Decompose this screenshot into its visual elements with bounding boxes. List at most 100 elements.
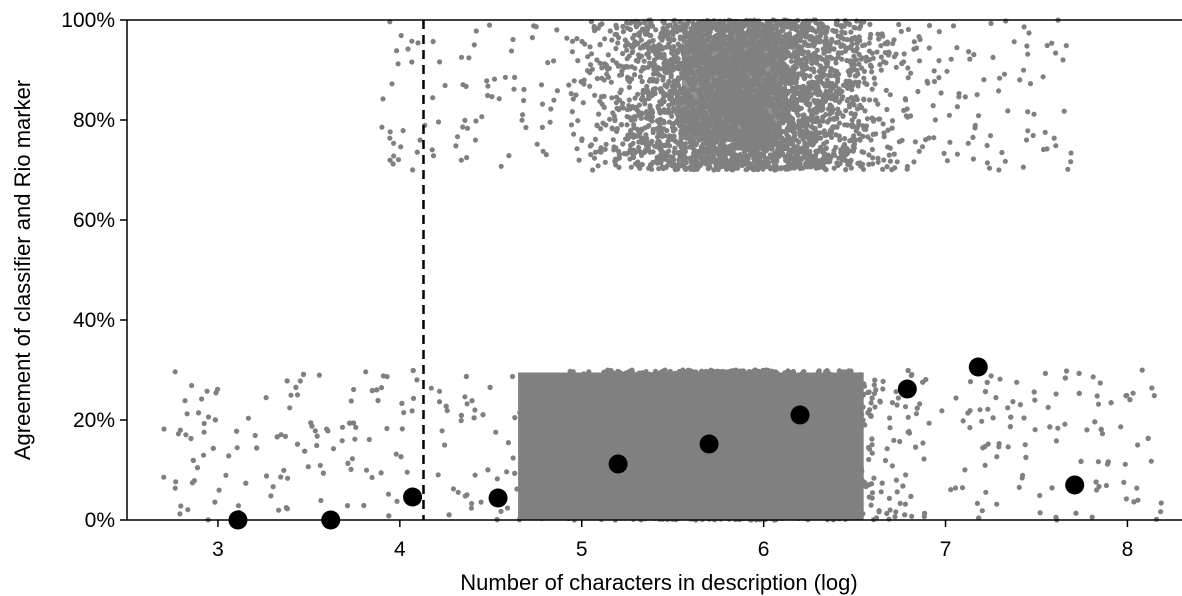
cloud-point bbox=[836, 133, 843, 139]
cloud-point bbox=[588, 152, 594, 158]
cloud-point bbox=[819, 56, 825, 62]
cloud-point bbox=[806, 80, 812, 86]
cloud-point bbox=[485, 92, 491, 99]
cloud-point bbox=[645, 64, 651, 70]
cloud-point bbox=[473, 28, 479, 34]
cloud-point bbox=[672, 57, 678, 63]
cloud-point bbox=[661, 120, 667, 126]
cloud-point bbox=[807, 117, 813, 123]
cloud-point bbox=[569, 49, 576, 55]
cloud-point bbox=[671, 80, 677, 86]
cloud-point bbox=[802, 39, 808, 45]
cloud-point bbox=[831, 46, 837, 52]
cloud-point bbox=[641, 58, 647, 64]
cloud-point bbox=[666, 102, 672, 108]
cloud-point bbox=[639, 161, 645, 168]
cloud-point bbox=[916, 148, 922, 154]
cloud-point bbox=[733, 163, 739, 169]
cloud-point bbox=[903, 113, 909, 119]
cloud-point bbox=[650, 86, 656, 92]
cloud-point bbox=[640, 87, 646, 93]
cloud-point bbox=[865, 134, 871, 140]
cloud-point bbox=[762, 23, 768, 29]
cloud-point bbox=[999, 149, 1005, 156]
cloud-point bbox=[825, 118, 831, 124]
cloud-point bbox=[931, 135, 937, 141]
cloud-point bbox=[693, 165, 699, 171]
cloud-point bbox=[579, 137, 585, 143]
cloud-point bbox=[533, 24, 539, 30]
cloud-point bbox=[398, 144, 404, 150]
cloud-point bbox=[620, 29, 627, 35]
cloud-point bbox=[466, 55, 472, 61]
cloud-point bbox=[926, 22, 933, 29]
cloud-point bbox=[460, 124, 466, 130]
cloud-point bbox=[721, 155, 727, 161]
cloud-point bbox=[661, 20, 667, 26]
cloud-point bbox=[635, 159, 641, 165]
cloud-point bbox=[437, 59, 443, 65]
cloud-point bbox=[826, 46, 833, 52]
cloud-point bbox=[658, 128, 664, 134]
cloud-point bbox=[948, 56, 954, 62]
cloud-point bbox=[387, 157, 393, 163]
cloud-point bbox=[803, 129, 809, 135]
cloud-point bbox=[887, 158, 894, 164]
cloud-point bbox=[823, 60, 829, 66]
cloud-point bbox=[390, 161, 396, 167]
cloud-point bbox=[803, 18, 809, 24]
cloud-point bbox=[947, 139, 953, 145]
cloud-point bbox=[837, 89, 844, 95]
cloud-point bbox=[741, 149, 747, 155]
cloud-point bbox=[599, 65, 605, 71]
cloud-point bbox=[875, 101, 881, 107]
cloud-point bbox=[883, 87, 889, 93]
cloud-point bbox=[954, 45, 960, 51]
cloud-point bbox=[816, 135, 822, 141]
cloud-point bbox=[630, 48, 636, 54]
cloud-point bbox=[1030, 132, 1036, 139]
cloud-point bbox=[811, 39, 818, 45]
cloud-point bbox=[877, 116, 883, 122]
cloud-point bbox=[823, 167, 829, 173]
cloud-point bbox=[662, 82, 668, 88]
cloud-point bbox=[744, 22, 750, 28]
cloud-point bbox=[660, 96, 666, 102]
cloud-point bbox=[1042, 129, 1048, 135]
cloud-point bbox=[1027, 81, 1034, 87]
cloud-point bbox=[778, 146, 784, 152]
cloud-point bbox=[598, 149, 604, 155]
cloud-point bbox=[672, 145, 678, 151]
cloud-point bbox=[774, 158, 780, 164]
cloud-point bbox=[671, 53, 678, 59]
cloud-point bbox=[728, 21, 734, 27]
cloud-point bbox=[654, 154, 660, 160]
cloud-point bbox=[626, 97, 632, 103]
cloud-point bbox=[394, 48, 400, 54]
cloud-point bbox=[854, 67, 860, 73]
cloud-point bbox=[812, 126, 818, 132]
cloud-point bbox=[769, 28, 775, 34]
cloud-point bbox=[938, 90, 944, 96]
cloud-point bbox=[871, 75, 877, 81]
cloud-point bbox=[618, 87, 624, 93]
cloud-point bbox=[817, 123, 823, 129]
cloud-point bbox=[864, 116, 871, 122]
cloud-point bbox=[839, 50, 845, 56]
cloud-point bbox=[496, 96, 502, 102]
cloud-point bbox=[905, 65, 911, 71]
cloud-point bbox=[675, 91, 681, 97]
cloud-point bbox=[643, 141, 649, 147]
cloud-point bbox=[752, 26, 759, 32]
cloud-point bbox=[857, 136, 863, 142]
cloud-point bbox=[844, 37, 850, 43]
cloud-point bbox=[387, 129, 393, 135]
cloud-point bbox=[813, 116, 820, 122]
cloud-point bbox=[547, 119, 553, 125]
cloud-point bbox=[905, 75, 911, 81]
cloud-point bbox=[581, 77, 587, 83]
cloud-point bbox=[1065, 166, 1071, 172]
cloud-point bbox=[698, 144, 704, 150]
cloud-point bbox=[756, 154, 762, 160]
